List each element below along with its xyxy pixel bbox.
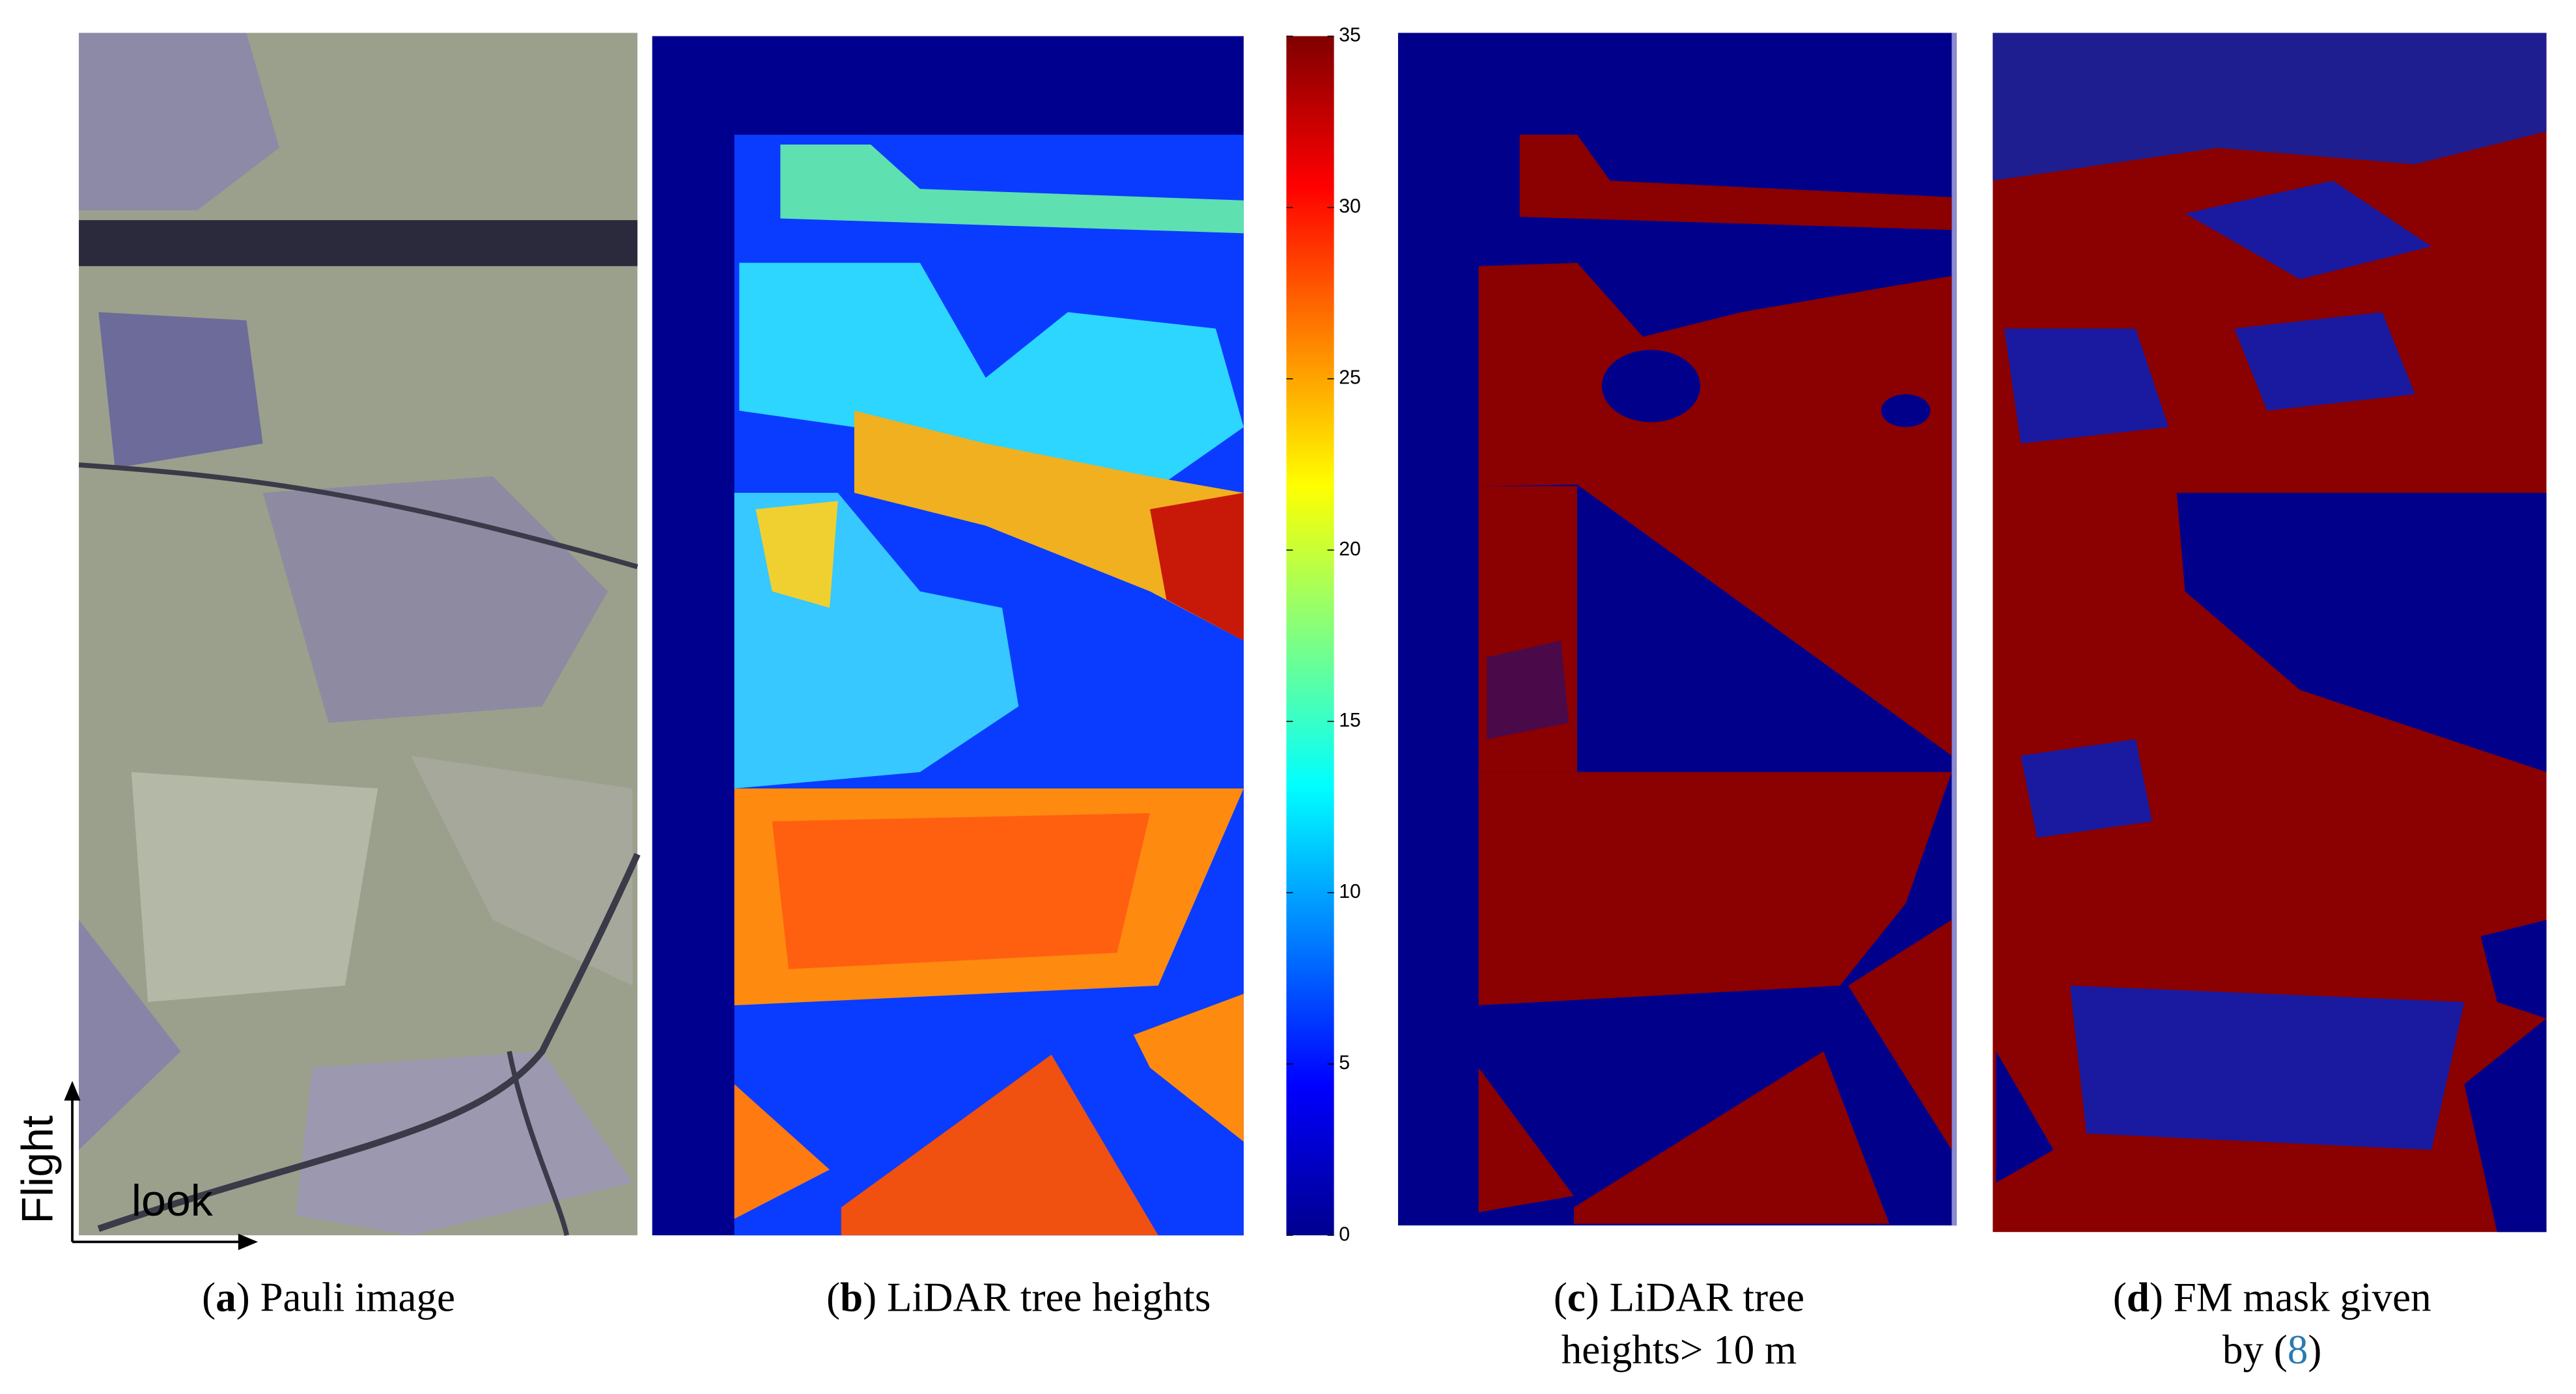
colorbar-gradient bbox=[1286, 36, 1334, 1236]
captions: (a) Pauli image (b) LiDAR tree heights (c)… bbox=[202, 1274, 2431, 1373]
threshold-mask-image bbox=[1398, 33, 1957, 1226]
panel-caption: (c) LiDAR tree bbox=[1554, 1274, 1804, 1320]
caption-run: d bbox=[2127, 1274, 2149, 1320]
caption-run: ( bbox=[2113, 1274, 2127, 1320]
caption-run: ( bbox=[1554, 1274, 1567, 1320]
fm-mask-image bbox=[1993, 33, 2547, 1233]
caption-run: b bbox=[840, 1274, 863, 1320]
panel-caption: (d) FM mask given bbox=[2113, 1274, 2431, 1320]
panel-caption: heights> 10 m bbox=[1561, 1327, 1797, 1373]
colorbar-tick-label: 15 bbox=[1339, 710, 1361, 731]
colorbar-tick-label: 0 bbox=[1339, 1223, 1350, 1245]
colorbar-tick-label: 20 bbox=[1339, 538, 1361, 560]
caption-run: heights> 10 m bbox=[1561, 1327, 1797, 1373]
caption-run: ) FM mask given bbox=[2149, 1274, 2431, 1320]
colorbar-tick-label: 35 bbox=[1339, 25, 1361, 46]
colorbar-tick-label: 10 bbox=[1339, 881, 1361, 902]
direction-arrows bbox=[64, 1081, 259, 1250]
caption-run: ) LiDAR tree heights bbox=[863, 1274, 1211, 1320]
caption-run: ( bbox=[826, 1274, 840, 1320]
colorbar-tick-label: 5 bbox=[1339, 1052, 1350, 1074]
lidar-heights-image bbox=[652, 36, 1244, 1236]
panel-caption: by (8) bbox=[2222, 1327, 2321, 1373]
colorbar: 0 5 10 15 20 25 30 35 bbox=[1286, 25, 1361, 1245]
pauli-image bbox=[78, 33, 641, 1236]
colorbar-tick-label: 30 bbox=[1339, 196, 1361, 217]
panel-caption: (a) Pauli image bbox=[202, 1274, 455, 1320]
panel-caption: (b) LiDAR tree heights bbox=[826, 1274, 1211, 1320]
caption-run: c bbox=[1567, 1274, 1586, 1320]
caption-run: by ( bbox=[2222, 1327, 2288, 1373]
caption-run: a bbox=[216, 1274, 236, 1320]
flight-label: Flight bbox=[13, 1115, 63, 1224]
caption-run: ) LiDAR tree bbox=[1586, 1274, 1804, 1320]
caption-run: ( bbox=[202, 1274, 216, 1320]
look-label: look bbox=[132, 1176, 214, 1225]
colorbar-tick-label: 25 bbox=[1339, 367, 1361, 389]
caption-run: 8 bbox=[2288, 1327, 2308, 1373]
caption-run: ) Pauli image bbox=[236, 1274, 455, 1320]
caption-run: ) bbox=[2308, 1327, 2321, 1373]
